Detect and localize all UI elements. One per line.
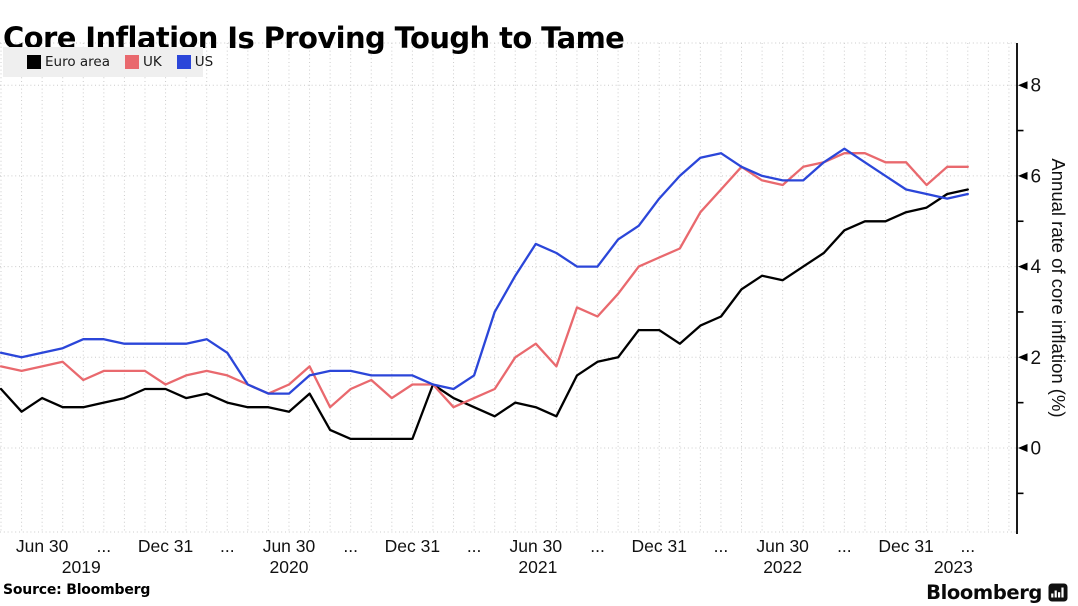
x-axis-year-label: 2023: [934, 557, 973, 577]
bloomberg-icon: [1048, 583, 1068, 602]
y-axis-major-tick: [1018, 262, 1028, 271]
source-credit: Source: Bloomberg: [3, 582, 151, 598]
legend-item-euro-area: Euro area: [27, 54, 110, 70]
legend-item-uk: UK: [125, 54, 162, 70]
x-axis-tick-label: ...: [714, 536, 729, 556]
y-axis-major-tick: [1018, 444, 1028, 452]
series-line-euro-area: [0, 188, 969, 441]
y-axis-tick-label: 2: [1031, 348, 1042, 369]
x-axis-tick-label: Dec 31: [878, 536, 933, 556]
x-axis-year-label: 2022: [763, 557, 802, 577]
x-axis-tick-label: Dec 31: [138, 536, 193, 556]
x-axis-tick-label: ...: [220, 536, 235, 556]
y-axis-tick-label: 0: [1031, 439, 1042, 460]
legend-label: US: [194, 54, 214, 70]
uk-swatch-icon: [125, 55, 139, 69]
legend-item-us: US: [176, 54, 214, 70]
y-axis-minor-tick: [1017, 492, 1024, 495]
y-axis-minor-tick: [1017, 129, 1024, 132]
x-axis-year-label: 2019: [62, 557, 101, 577]
y-axis-minor-tick: [1017, 220, 1024, 223]
y-axis-major-tick: [1018, 353, 1028, 362]
x-axis-year-label: 2021: [518, 557, 557, 577]
y-axis-major-tick: [1018, 81, 1028, 90]
x-axis-tick-label: ...: [837, 536, 852, 556]
y-axis-title: Annual rate of core inflation (%): [1048, 158, 1069, 417]
y-axis-minor-tick: [1017, 401, 1024, 404]
us-swatch-icon: [176, 55, 191, 69]
y-axis-tick-label: 4: [1031, 257, 1042, 278]
y-axis-major-tick: [1018, 171, 1028, 180]
y-axis-tick-label: 6: [1031, 166, 1042, 187]
series-line-uk: [0, 152, 969, 409]
x-axis-tick-label: ...: [467, 536, 482, 556]
x-axis-tick-label: ...: [343, 536, 358, 556]
series-line-us: [0, 147, 969, 395]
x-axis-tick-label: Jun 30: [16, 536, 69, 556]
x-axis-tick-label: Jun 30: [510, 536, 563, 556]
x-axis-tick-label: Jun 30: [756, 536, 809, 556]
y-axis-minor-tick: [1017, 311, 1024, 313]
x-axis-tick-label: ...: [960, 536, 975, 556]
x-axis-tick-label: ...: [97, 536, 112, 556]
x-axis-year-label: 2020: [270, 557, 309, 577]
bloomberg-brand: Bloomberg: [926, 581, 1068, 604]
x-axis-tick-label: Jun 30: [263, 536, 316, 556]
x-axis-tick-label: Dec 31: [385, 536, 440, 556]
bloomberg-wordmark: Bloomberg: [926, 581, 1042, 604]
euro-area-swatch-icon: [27, 55, 41, 69]
legend-label: Euro area: [45, 54, 110, 70]
x-axis-tick-label: Dec 31: [632, 536, 687, 556]
x-axis-tick-label: ...: [590, 536, 605, 556]
y-axis-tick-label: 8: [1031, 76, 1042, 97]
legend-label: UK: [143, 54, 162, 70]
legend: Euro area UK US: [3, 47, 213, 77]
